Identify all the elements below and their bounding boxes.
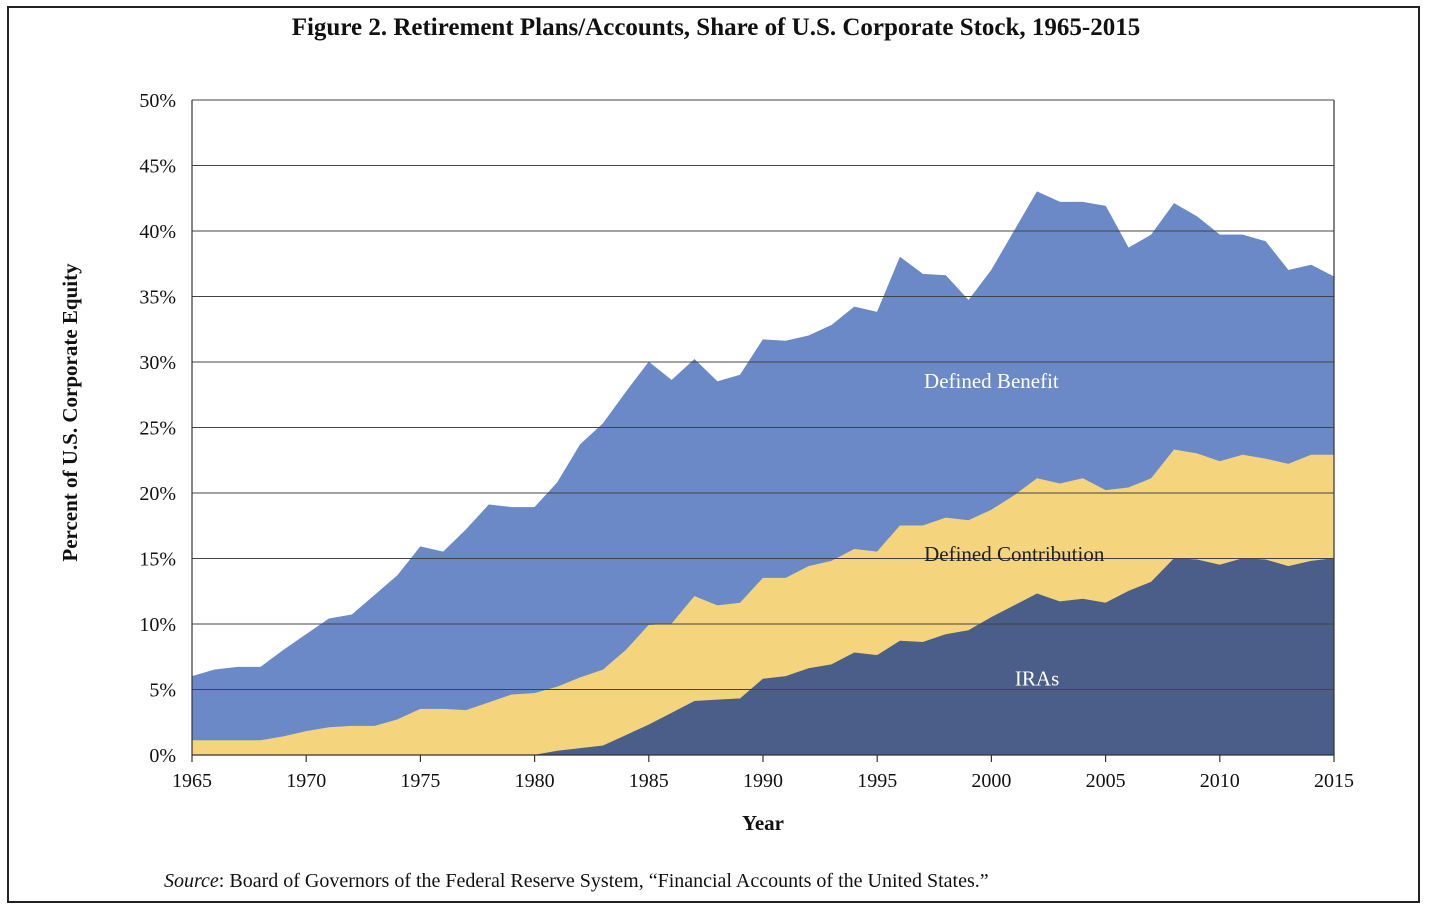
- y-tick-label: 10%: [139, 614, 176, 636]
- source-note: Source: Board of Governors of the Federa…: [164, 870, 989, 893]
- chart-title: Figure 2. Retirement Plans/Accounts, Sha…: [291, 14, 1141, 41]
- source-text: : Board of Governors of the Federal Rese…: [218, 870, 989, 892]
- series-label-iras: IRAs: [1015, 667, 1059, 691]
- x-axis-title: Year: [742, 811, 784, 835]
- y-tick-label: 35%: [139, 287, 176, 309]
- y-tick-label: 40%: [139, 221, 176, 243]
- y-axis-title: Percent of U.S. Corporate Equity: [58, 263, 82, 562]
- y-tick-label: 20%: [139, 483, 176, 505]
- figure-frame: [7, 6, 1420, 903]
- y-tick-label: 30%: [139, 352, 176, 374]
- source-label: Source: [164, 870, 219, 892]
- x-tick-label: 1995: [857, 770, 897, 792]
- y-tick-label: 0%: [149, 745, 176, 767]
- x-tick-label: 2010: [1200, 770, 1240, 792]
- series-label-defined-benefit: Defined Benefit: [924, 369, 1059, 393]
- y-tick-label: 5%: [149, 680, 176, 702]
- x-tick-label: 1975: [400, 770, 440, 792]
- x-tick-label: 2015: [1314, 770, 1354, 792]
- x-tick-label: 1990: [743, 770, 783, 792]
- x-tick-label: 1965: [172, 770, 212, 792]
- x-tick-label: 1980: [515, 770, 555, 792]
- x-tick-label: 2005: [1086, 770, 1126, 792]
- x-tick-label: 1985: [629, 770, 669, 792]
- x-tick-label: 2000: [971, 770, 1011, 792]
- y-tick-label: 50%: [139, 90, 176, 112]
- y-tick-label: 15%: [139, 549, 176, 571]
- y-tick-label: 45%: [139, 156, 176, 178]
- x-tick-label: 1970: [286, 770, 326, 792]
- y-tick-label: 25%: [139, 418, 176, 440]
- series-label-defined-contribution: Defined Contribution: [924, 542, 1105, 566]
